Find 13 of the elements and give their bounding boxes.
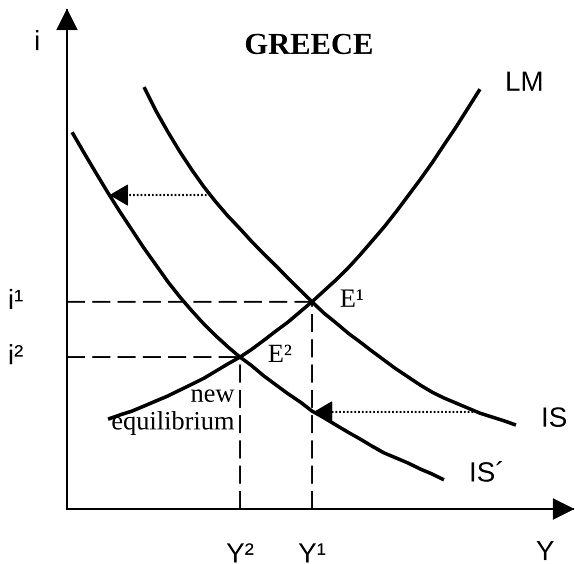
ref-line-label: i¹ [10, 288, 23, 309]
annotation: E² [268, 344, 292, 362]
annotation: E¹ [340, 289, 363, 307]
series-label: LM [507, 72, 542, 91]
chart-title: GREECE [246, 34, 372, 54]
x-tick-label: Y¹ [298, 543, 326, 562]
x-tick-label: Y² [226, 543, 254, 562]
series-label: IS [544, 407, 566, 427]
ref-line-label: i² [10, 344, 23, 364]
y-axis-title: i [36, 30, 38, 50]
series-label: IS´ [472, 461, 502, 482]
x-axis-title: Y [536, 540, 554, 560]
annotation: new equilibrium [112, 389, 234, 435]
